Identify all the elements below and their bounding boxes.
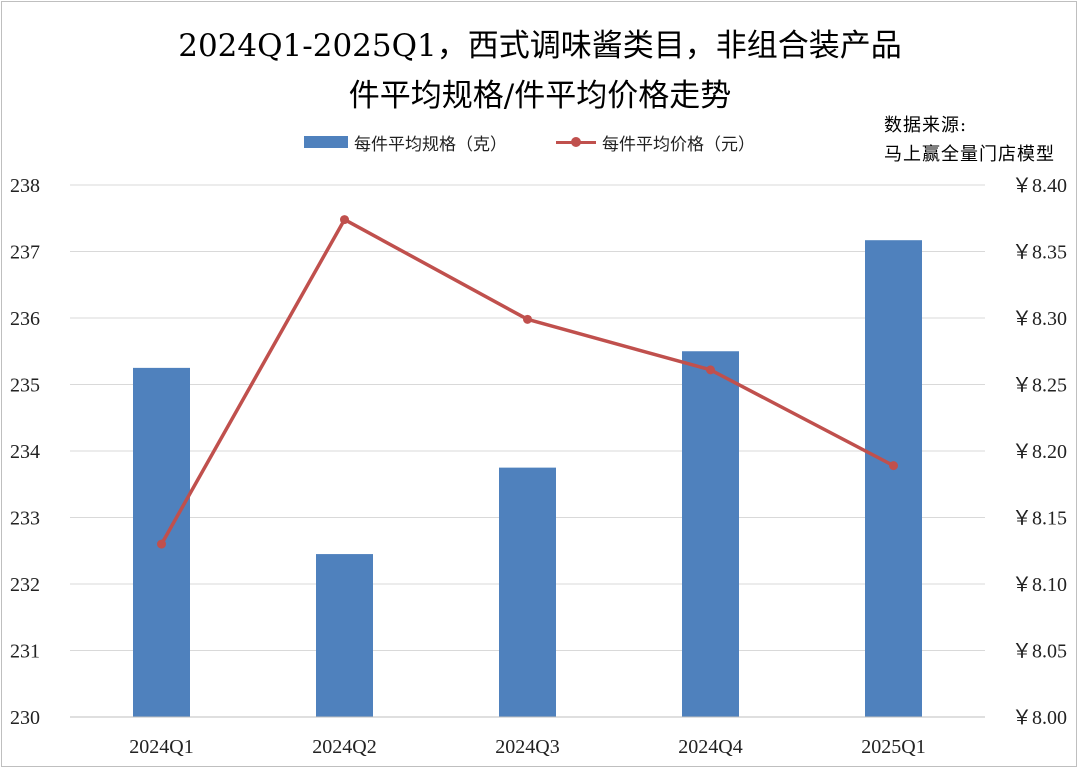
left-axis-tick-label: 234 [10, 441, 40, 463]
x-axis-tick-label: 2024Q3 [495, 736, 559, 758]
legend-line-label: 每件平均价格（元） [602, 134, 755, 155]
legend-bar-swatch [304, 136, 348, 148]
left-axis-tick-label: 233 [10, 508, 40, 530]
right-axis-tick-label: ￥8.15 [1012, 508, 1067, 530]
right-axis-tick-label: ￥8.35 [1012, 242, 1067, 264]
right-axis-tick-label: ￥8.05 [1012, 641, 1067, 663]
price-point [340, 215, 349, 225]
source-name: 马上赢全量门店模型 [884, 144, 1055, 165]
price-point [157, 539, 166, 549]
left-axis-tick-label: 231 [10, 641, 40, 663]
right-axis-tick-label: ￥8.20 [1012, 441, 1067, 463]
price-point [706, 365, 715, 375]
price-point [523, 314, 532, 324]
x-axis-tick-label: 2024Q2 [312, 736, 376, 758]
chart-title-line1: 2024Q1-2025Q1，西式调味酱类目，非组合装产品 [178, 28, 902, 64]
bar [682, 351, 739, 717]
bar [865, 240, 922, 717]
bar [316, 554, 373, 717]
x-axis-tick-label: 2024Q4 [678, 736, 742, 758]
right-axis-tick-label: ￥8.10 [1012, 574, 1067, 596]
chart-title-line2: 件平均规格/件平均价格走势 [348, 78, 732, 114]
legend-line-entry: 每件平均价格（元） [556, 130, 755, 155]
left-axis-tick-label: 230 [10, 707, 40, 729]
left-axis-tick-label: 236 [10, 308, 40, 330]
price-point [889, 461, 898, 471]
bar [499, 467, 556, 717]
legend-line-swatch [556, 136, 596, 147]
x-axis-tick-label: 2025Q1 [861, 736, 925, 758]
right-axis-tick-label: ￥8.00 [1012, 707, 1067, 729]
left-axis-tick-label: 232 [10, 574, 40, 596]
right-axis-tick-label: ￥8.40 [1012, 175, 1067, 197]
source-label: 数据来源: [884, 115, 968, 136]
right-axis-tick-label: ￥8.25 [1012, 375, 1067, 397]
right-axis-tick-label: ￥8.30 [1012, 308, 1067, 330]
left-axis-tick-label: 237 [10, 242, 40, 264]
legend-bar-entry: 每件平均规格（克） [304, 130, 507, 155]
left-axis-tick-label: 235 [10, 375, 40, 397]
x-axis-tick-label: 2024Q1 [129, 736, 193, 758]
legend-bar-label: 每件平均规格（克） [354, 134, 507, 155]
left-axis-tick-label: 238 [10, 175, 40, 197]
